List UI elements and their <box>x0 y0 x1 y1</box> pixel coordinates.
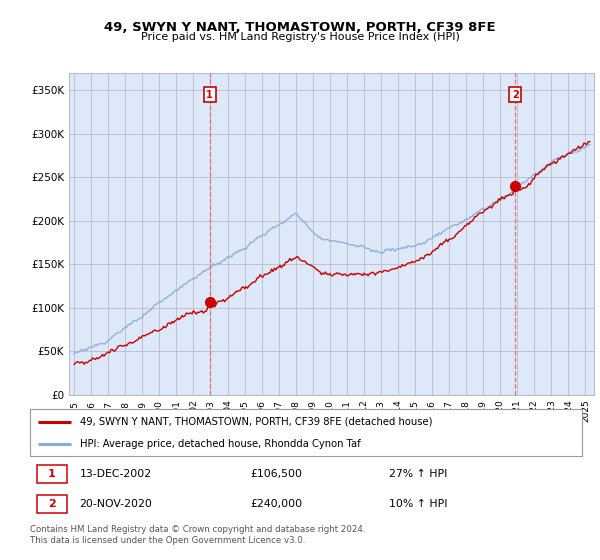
Text: £106,500: £106,500 <box>251 469 303 479</box>
Text: 2: 2 <box>48 499 56 509</box>
FancyBboxPatch shape <box>37 465 67 483</box>
Text: 1: 1 <box>206 90 213 100</box>
Text: Price paid vs. HM Land Registry's House Price Index (HPI): Price paid vs. HM Land Registry's House … <box>140 32 460 43</box>
Text: 49, SWYN Y NANT, THOMASTOWN, PORTH, CF39 8FE (detached house): 49, SWYN Y NANT, THOMASTOWN, PORTH, CF39… <box>80 417 432 427</box>
Text: Contains HM Land Registry data © Crown copyright and database right 2024.
This d: Contains HM Land Registry data © Crown c… <box>30 525 365 545</box>
Text: £240,000: £240,000 <box>251 499 303 509</box>
Text: HPI: Average price, detached house, Rhondda Cynon Taf: HPI: Average price, detached house, Rhon… <box>80 438 361 449</box>
Text: 20-NOV-2020: 20-NOV-2020 <box>80 499 152 509</box>
FancyBboxPatch shape <box>37 495 67 513</box>
Text: 49, SWYN Y NANT, THOMASTOWN, PORTH, CF39 8FE: 49, SWYN Y NANT, THOMASTOWN, PORTH, CF39… <box>104 21 496 34</box>
Text: 27% ↑ HPI: 27% ↑ HPI <box>389 469 447 479</box>
Text: 2: 2 <box>512 90 518 100</box>
Text: 13-DEC-2002: 13-DEC-2002 <box>80 469 152 479</box>
Text: 1: 1 <box>48 469 56 479</box>
Text: 10% ↑ HPI: 10% ↑ HPI <box>389 499 448 509</box>
